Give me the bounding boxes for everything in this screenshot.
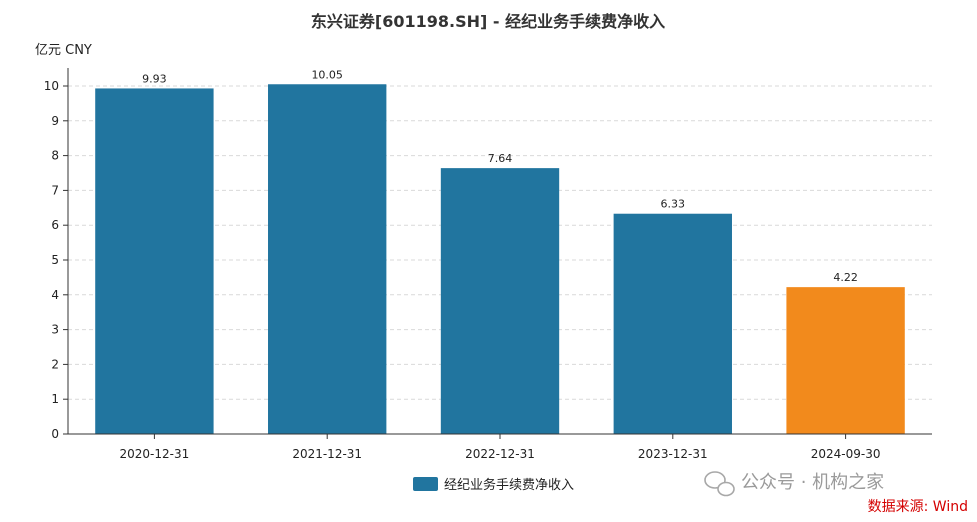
x-tick-label: 2021-12-31 [292,447,362,461]
bar [268,84,387,434]
y-tick-label: 7 [51,183,59,197]
legend: 经纪业务手续费净收入 [413,477,574,493]
bar [613,213,732,434]
legend-label: 经纪业务手续费净收入 [444,477,574,493]
y-tick-label: 3 [51,323,59,337]
watermark: 公众号 · 机构之家 [704,471,884,497]
x-tick-label: 2024-09-30 [811,447,881,461]
y-tick-label: 4 [51,288,59,302]
data-label: 9.93 [142,72,167,85]
y-axis-unit-label: 亿元 CNY [35,43,92,58]
y-tick-label: 9 [51,114,59,128]
data-label: 4.22 [833,271,858,284]
y-tick-label: 5 [51,253,59,267]
bar [95,88,214,434]
y-tick-label: 6 [51,218,59,232]
bar [786,287,905,434]
data-label: 6.33 [661,198,686,211]
bar [440,168,560,435]
data-label: 7.64 [488,152,513,165]
chart-title: 东兴证券[601198.SH] - 经纪业务手续费净收入 [311,12,665,31]
y-tick-label: 1 [51,392,59,406]
watermark-text: 公众号 · 机构之家 [741,472,884,493]
legend-swatch [413,477,438,491]
axes: 0 1 2 3 4 5 6 7 8 9 10 2020-12-31 2021-12-31 2022-12-… [44,68,932,461]
y-tick-label: 2 [51,357,59,371]
data-label: 10.05 [311,68,343,81]
data-source: 数据来源: Wind [868,499,968,515]
x-tick-label: 2022-12-31 [465,447,535,461]
x-tick-label: 2020-12-31 [120,447,190,461]
x-tick-label: 2023-12-31 [638,447,708,461]
y-tick-label: 10 [44,79,59,93]
y-tick-label: 8 [51,149,59,163]
y-tick-label: 0 [51,427,59,441]
wechat-icon [704,471,735,497]
bars: 9.93 10.05 7.64 6.33 4.22 [95,68,905,435]
